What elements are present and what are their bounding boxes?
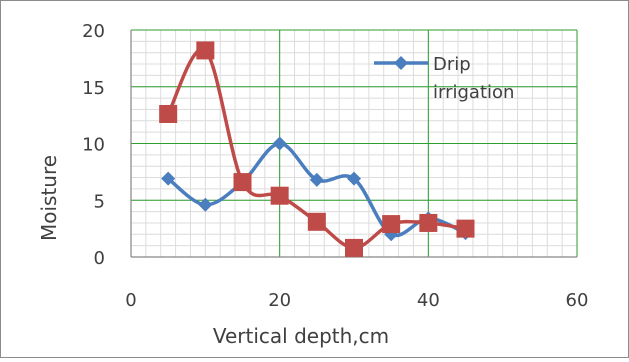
- y-tick-label: 5: [94, 191, 105, 212]
- data-point-square: [456, 219, 475, 238]
- data-point-square: [159, 104, 178, 123]
- data-point-diamond: [161, 171, 176, 186]
- data-point-square: [419, 213, 438, 232]
- legend-label: irrigation: [433, 82, 514, 103]
- legend: Drip irrigation: [374, 54, 514, 103]
- y-tick-label: 15: [82, 78, 105, 99]
- data-point-square: [307, 212, 326, 231]
- x-tick-label: 20: [268, 290, 291, 311]
- data-point-square: [233, 173, 252, 192]
- data-point-diamond: [347, 171, 361, 186]
- data-point-square: [196, 41, 215, 60]
- x-axis-title: Vertical depth,cm: [213, 324, 389, 348]
- data-point-diamond: [272, 136, 287, 151]
- legend-marker: [394, 56, 408, 70]
- x-tick-label: 60: [566, 290, 589, 311]
- y-tick-label: 20: [82, 21, 105, 42]
- data-point-square: [345, 238, 363, 257]
- series: [159, 41, 475, 257]
- grid: [130, 29, 578, 258]
- data-point-diamond: [198, 197, 213, 212]
- legend-label: Drip: [433, 54, 471, 75]
- data-point-diamond: [309, 172, 324, 187]
- x-tick-label: 40: [417, 290, 440, 311]
- axes: 0 20 40 60 0 5 10 15 20: [82, 21, 588, 311]
- data-point-square: [270, 186, 289, 205]
- y-tick-label: 0: [94, 248, 105, 269]
- y-tick-label: 10: [82, 135, 105, 156]
- data-point-square: [382, 215, 401, 234]
- y-axis-title: Moisture: [37, 155, 61, 241]
- x-tick-label: 0: [125, 290, 136, 311]
